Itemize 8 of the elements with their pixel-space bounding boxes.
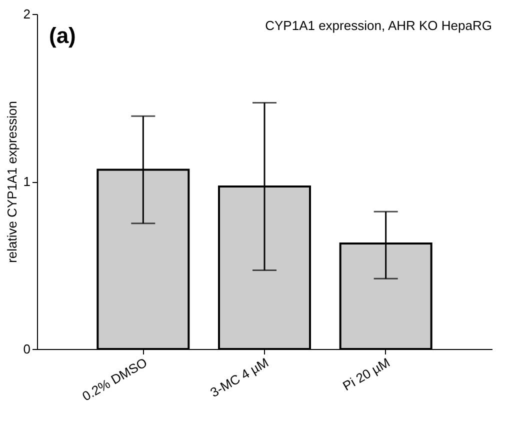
annotation: (a) xyxy=(49,23,76,48)
x-tick-label: 3-MC 4 µM xyxy=(208,354,271,400)
y-tick-label: 1 xyxy=(23,174,30,189)
y-tick-label: 2 xyxy=(23,6,30,22)
y-axis-title: relative CYP1A1 expression xyxy=(4,101,20,263)
y-tick-label: 0 xyxy=(23,342,30,356)
chart-title: CYP1A1 expression, AHR KO HepaRG xyxy=(265,18,492,33)
x-tick-label: Pi 20 µM xyxy=(340,354,392,394)
